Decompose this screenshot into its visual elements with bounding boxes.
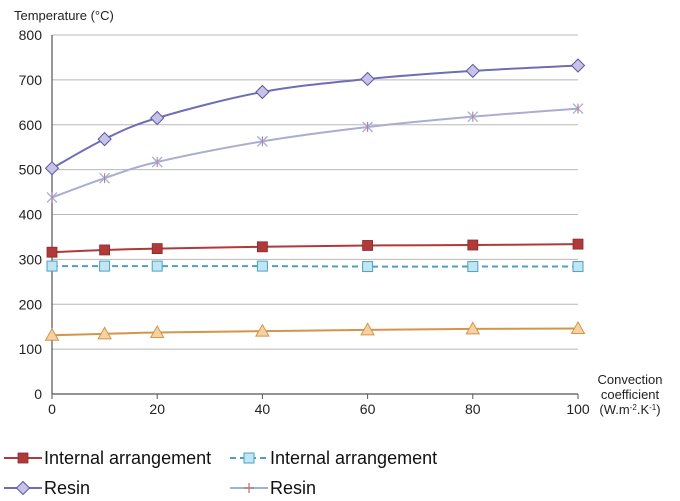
- series-line: [51, 107, 579, 199]
- legend-entry-0: Internal arrangement: [4, 448, 211, 468]
- series-0: [46, 238, 584, 258]
- axes: [51, 35, 579, 399]
- data-point-marker: [256, 260, 268, 272]
- x-tick-label: 40: [255, 401, 271, 417]
- y-tick-label: 600: [19, 117, 43, 133]
- data-point-marker: [46, 260, 58, 272]
- series-line: [51, 243, 579, 254]
- data-point-marker: [256, 241, 268, 253]
- data-point-marker: [44, 327, 60, 341]
- y-tick-label: 400: [19, 207, 43, 223]
- series-1: [46, 260, 584, 273]
- data-point-marker: [362, 261, 374, 273]
- x-tick-label: 100: [566, 401, 590, 417]
- series-2: [44, 58, 586, 176]
- data-point-marker: [255, 84, 270, 100]
- data-point-marker: [99, 260, 111, 272]
- x-tick-label: 80: [465, 401, 481, 417]
- y-tick-label: 500: [19, 162, 43, 178]
- y-tick-label: 800: [19, 27, 43, 43]
- data-point-marker: [256, 135, 268, 147]
- data-point-marker: [570, 58, 586, 73]
- data-point-marker: [151, 260, 163, 272]
- data-point-marker: [15, 480, 31, 496]
- data-point-marker: [570, 320, 586, 334]
- data-point-marker: [572, 261, 584, 273]
- series-4: [44, 320, 586, 341]
- data-point-marker: [99, 244, 110, 256]
- x-axis-title-line: coefficient: [601, 387, 660, 402]
- tick-labels: 0 100 200 300 400 500 600 700 800 0 20 40 60 80 100: [19, 27, 590, 417]
- data-point-marker: [360, 71, 375, 87]
- data-point-marker: [44, 161, 60, 176]
- series-line: [52, 265, 578, 268]
- series-line-overlay: [51, 108, 579, 198]
- legend: Internal arrangement Internal arrangement…: [4, 448, 437, 498]
- y-tick-label: 700: [19, 72, 43, 88]
- legend-entry-3: Resin: [230, 478, 316, 498]
- data-point-marker: [151, 156, 163, 168]
- data-point-marker: [465, 321, 481, 335]
- legend-entry-2: Resin: [4, 478, 90, 498]
- data-point-marker: [362, 240, 374, 251]
- data-point-marker: [244, 483, 254, 493]
- gridlines: [52, 34, 578, 350]
- data-point-marker: [467, 239, 479, 251]
- legend-label: Resin: [44, 478, 90, 498]
- data-point-marker: [362, 121, 374, 133]
- data-point-marker: [97, 326, 112, 340]
- data-point-marker: [243, 452, 255, 464]
- y-axis-title: Temperature (°C): [14, 8, 114, 23]
- data-point-marker: [467, 261, 479, 273]
- x-axis-title-line: Convection: [597, 372, 662, 387]
- series-line: [51, 64, 579, 170]
- data-point-marker: [149, 325, 165, 339]
- legend-label: Internal arrangement: [270, 448, 437, 468]
- y-tick-label: 100: [19, 341, 43, 357]
- data-point-marker: [572, 238, 584, 250]
- series-line: [51, 327, 579, 337]
- legend-label: Internal arrangement: [44, 448, 211, 468]
- data-point-marker: [46, 191, 58, 203]
- y-tick-label: 0: [34, 386, 42, 402]
- data-point-marker: [360, 322, 375, 336]
- x-tick-label: 0: [48, 401, 56, 417]
- data-point-marker: [151, 243, 163, 255]
- series-3: [46, 103, 584, 203]
- series: [44, 58, 586, 341]
- data-point-marker: [46, 246, 58, 258]
- x-axis-title-line: (W.m-2.K-1): [599, 402, 660, 417]
- data-point-marker: [99, 172, 111, 184]
- data-point-marker: [149, 110, 165, 126]
- x-tick-label: 20: [149, 401, 165, 417]
- y-tick-label: 200: [19, 296, 43, 312]
- data-point-marker: [572, 103, 584, 115]
- data-point-marker: [97, 131, 112, 147]
- data-point-marker: [467, 111, 479, 123]
- x-tick-label: 60: [360, 401, 376, 417]
- data-point-marker: [465, 63, 481, 79]
- legend-entry-1: Internal arrangement: [230, 448, 437, 468]
- y-tick-label: 300: [19, 251, 43, 267]
- data-point-marker: [17, 452, 29, 464]
- data-point-marker: [255, 323, 270, 337]
- legend-label: Resin: [270, 478, 316, 498]
